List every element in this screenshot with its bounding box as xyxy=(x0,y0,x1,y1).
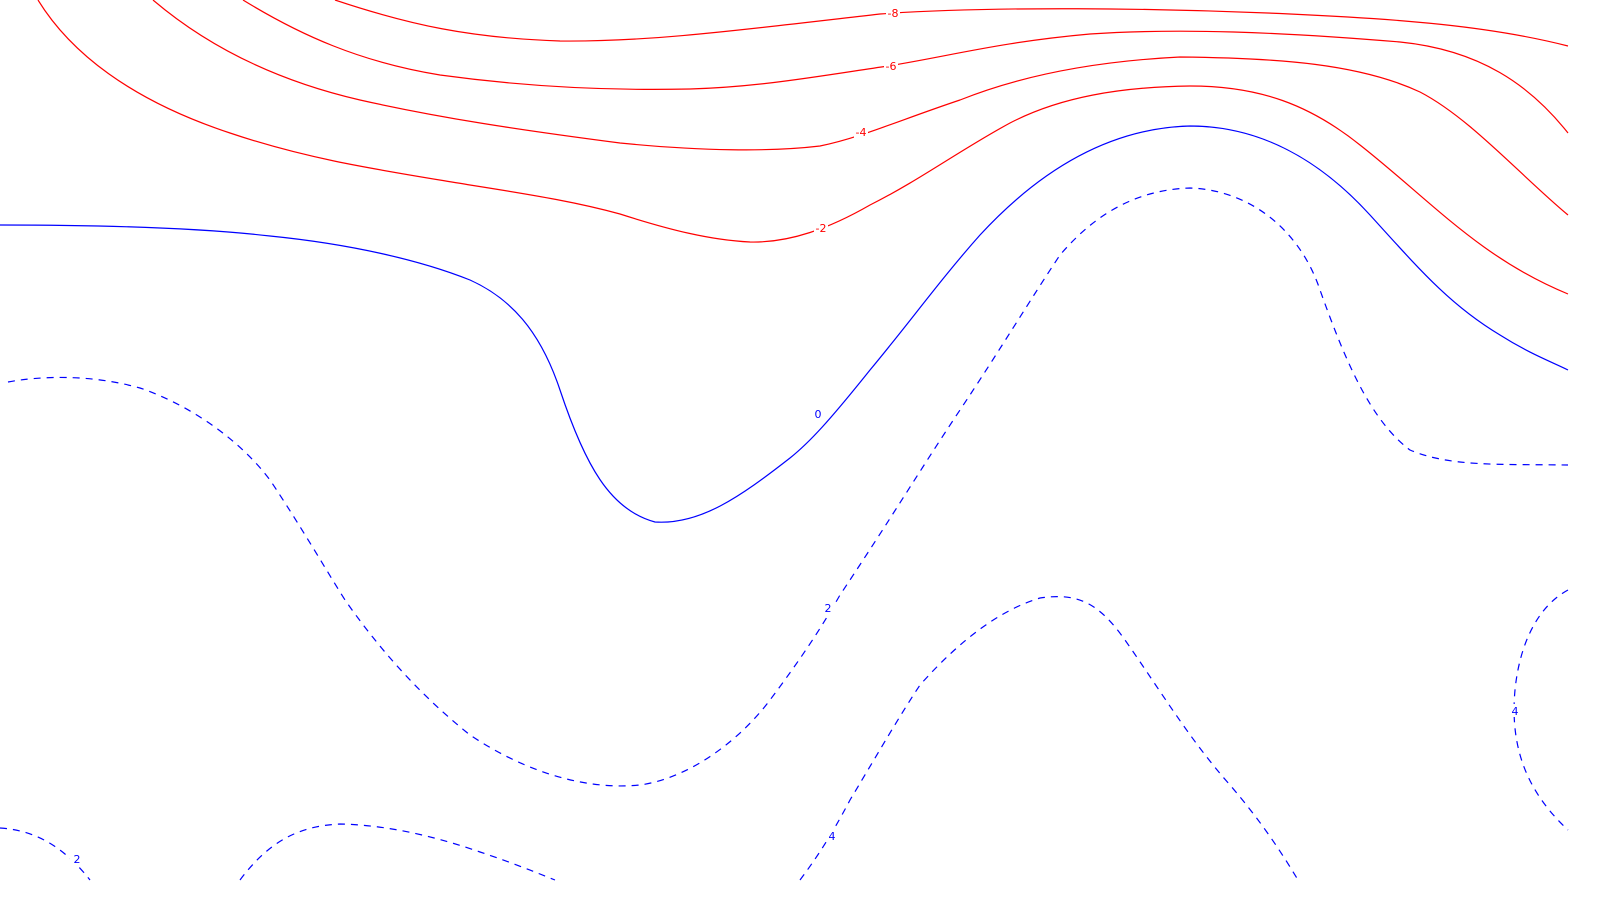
contour-label-bg xyxy=(821,601,835,614)
contour-label-bg xyxy=(811,407,825,420)
contour-line-2-5 xyxy=(7,187,1569,787)
contour-label: 0 xyxy=(815,408,822,421)
contour-line-neg2-3 xyxy=(37,0,1569,295)
contour-label: 2 xyxy=(825,602,832,615)
contour-line-neg4-2 xyxy=(152,0,1569,216)
contour-label-bg xyxy=(854,125,868,138)
contour-label-bg xyxy=(1508,704,1522,717)
contour-label: 4 xyxy=(1512,705,1519,718)
contour-label-bg xyxy=(70,852,84,865)
contour-label: -4 xyxy=(856,126,867,139)
contour-line-neg6-1 xyxy=(242,0,1569,134)
contour-line-neg8-0 xyxy=(334,0,1569,47)
contour-label: 4 xyxy=(829,830,836,843)
contour-line-2-6 xyxy=(0,827,91,881)
contour-line-4-7 xyxy=(239,596,1299,881)
contour-label-bg xyxy=(825,829,839,842)
contour-label-bg xyxy=(886,6,900,19)
contour-label: -8 xyxy=(888,7,899,20)
contour-label: -6 xyxy=(886,60,897,73)
contour-label: 2 xyxy=(74,853,81,866)
contour-line-0-4 xyxy=(0,125,1569,523)
contour-label-bg xyxy=(884,59,898,72)
contour-label: -2 xyxy=(816,222,827,235)
contour-line-4-8 xyxy=(1513,589,1569,831)
contour-label-bg xyxy=(814,221,828,234)
